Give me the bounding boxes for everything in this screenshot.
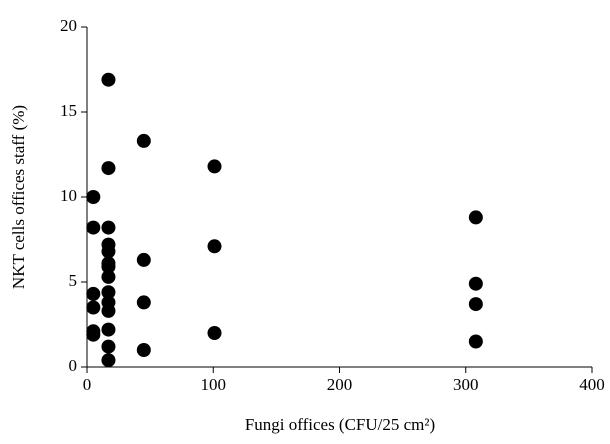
y-tick-label: 10	[60, 186, 77, 205]
point	[101, 244, 116, 259]
point	[136, 343, 151, 357]
point	[101, 269, 116, 284]
x-tick-label: 100	[201, 375, 227, 394]
point	[468, 297, 483, 312]
point	[101, 353, 116, 368]
y-tick-label: 20	[60, 16, 77, 35]
x-tick-label: 400	[579, 375, 605, 394]
point	[136, 252, 151, 267]
point	[136, 295, 151, 310]
point	[101, 72, 116, 87]
point	[468, 334, 483, 349]
point	[101, 161, 116, 176]
y-tick-label: 15	[60, 101, 77, 120]
point	[86, 327, 101, 342]
x-tick-label: 0	[83, 375, 92, 394]
point	[207, 326, 222, 340]
point	[86, 300, 101, 315]
point	[468, 276, 483, 291]
point	[101, 285, 116, 300]
x-tick-label: 300	[453, 375, 479, 394]
point	[136, 133, 151, 148]
y-tick-label: 0	[69, 356, 78, 375]
point	[101, 303, 116, 318]
point	[101, 220, 116, 235]
point	[101, 322, 116, 337]
point	[101, 259, 116, 274]
point	[86, 190, 101, 204]
point	[101, 339, 116, 354]
point	[207, 239, 222, 254]
x-axis-label: Fungi offices (CFU/25 cm²)	[245, 415, 435, 434]
point	[207, 159, 222, 174]
x-tick-label: 200	[327, 375, 353, 394]
point	[468, 210, 483, 225]
y-tick-label: 5	[69, 271, 78, 290]
point	[86, 220, 101, 235]
point	[86, 286, 101, 301]
y-axis-label: NKT cells offices staff (%)	[9, 105, 28, 289]
